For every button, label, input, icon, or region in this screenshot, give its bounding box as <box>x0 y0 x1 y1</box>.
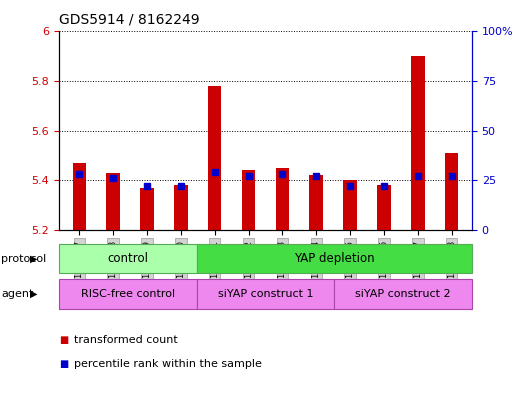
Bar <box>445 153 459 230</box>
Text: YAP depletion: YAP depletion <box>294 252 374 265</box>
Bar <box>343 180 357 230</box>
Bar <box>59 279 196 309</box>
Bar <box>59 244 196 273</box>
Bar <box>140 188 154 230</box>
Text: RISC-free control: RISC-free control <box>81 289 175 299</box>
Text: ▶: ▶ <box>30 253 37 264</box>
Text: siYAP construct 1: siYAP construct 1 <box>218 289 313 299</box>
Text: ▶: ▶ <box>30 289 37 299</box>
Bar <box>411 56 425 230</box>
Bar <box>334 279 472 309</box>
Bar <box>208 86 222 230</box>
Text: transformed count: transformed count <box>74 335 178 345</box>
Text: siYAP construct 2: siYAP construct 2 <box>356 289 451 299</box>
Text: ■: ■ <box>59 335 68 345</box>
Bar <box>275 168 289 230</box>
Bar <box>174 185 188 230</box>
Bar <box>242 170 255 230</box>
Bar <box>106 173 120 230</box>
Bar <box>377 185 391 230</box>
Text: control: control <box>107 252 148 265</box>
Bar <box>72 163 86 230</box>
Text: GDS5914 / 8162249: GDS5914 / 8162249 <box>59 13 200 27</box>
Bar <box>196 279 334 309</box>
Bar <box>309 175 323 230</box>
Bar <box>196 244 472 273</box>
Text: percentile rank within the sample: percentile rank within the sample <box>74 358 262 369</box>
Text: ■: ■ <box>59 358 68 369</box>
Text: agent: agent <box>1 289 33 299</box>
Text: protocol: protocol <box>1 253 46 264</box>
